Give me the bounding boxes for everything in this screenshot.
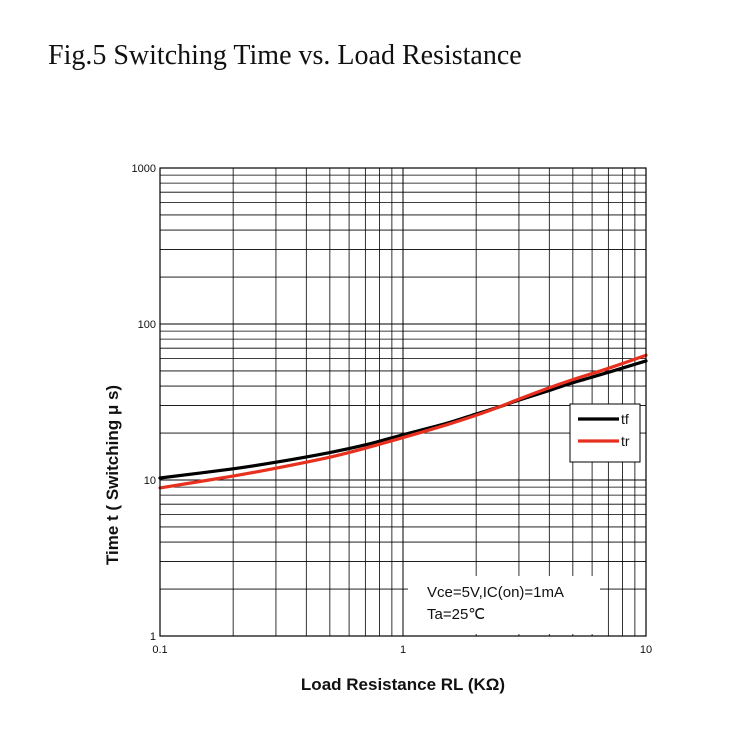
legend-label-tf: tf	[621, 411, 629, 427]
x-tick-label: 1	[400, 644, 406, 656]
x-tick-label: 0.1	[152, 644, 167, 656]
annotation-background	[408, 576, 600, 634]
plot-frame	[159, 167, 647, 637]
annotation-conditions: Vce=5V,IC(on)=1mA	[427, 584, 564, 601]
data-series	[158, 353, 648, 490]
y-tick-label: 100	[138, 319, 156, 331]
y-tick-label: 1000	[132, 163, 156, 175]
condition-annotation: Vce=5V,IC(on)=1mA Ta=25℃	[408, 576, 600, 634]
x-axis-title: Load Resistance RL (KΩ)	[301, 675, 505, 694]
x-tick-label: 10	[640, 644, 652, 656]
series-line-tr	[158, 353, 648, 490]
y-tick-label: 10	[144, 475, 156, 487]
figure-title: Fig.5 Switching Time vs. Load Resistance	[48, 40, 522, 71]
legend-box	[569, 403, 641, 463]
y-tick-label: 1	[150, 631, 156, 643]
annotation-temperature: Ta=25℃	[427, 606, 485, 623]
legend: tf tr	[569, 403, 641, 463]
y-axis-title: Time t ( Switching μ s)	[103, 385, 122, 565]
grid-lines	[160, 168, 646, 636]
legend-label-tr: tr	[621, 433, 630, 449]
